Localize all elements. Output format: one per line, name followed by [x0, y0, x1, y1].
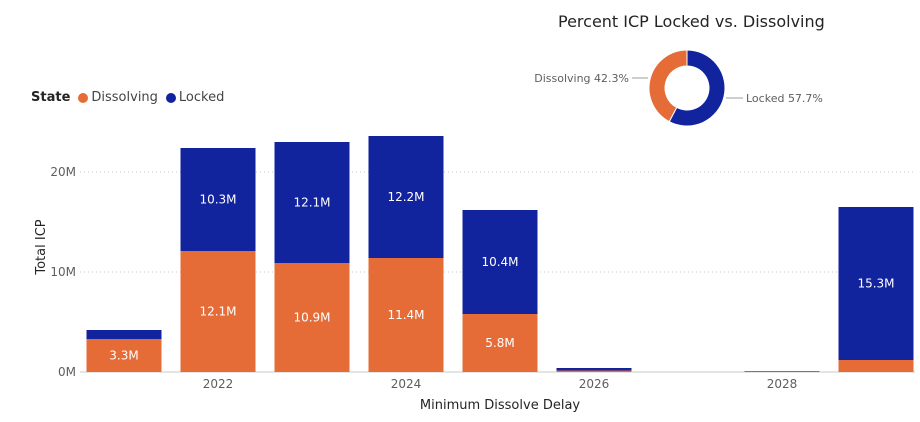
x-tick-label: 2024 — [391, 377, 422, 391]
data-label-locked: 10.4M — [481, 255, 518, 269]
bar-locked — [556, 368, 632, 371]
bar-locked — [180, 148, 256, 251]
bar-dissolving — [274, 263, 350, 372]
data-label-dissolving: 11.4M — [387, 308, 424, 322]
donut-label-locked: Locked 57.7% — [746, 92, 823, 105]
bar-dissolving — [86, 339, 162, 372]
data-label-locked: 10.3M — [199, 193, 236, 207]
donut-title: Percent ICP Locked vs. Dissolving — [558, 12, 825, 31]
bar-locked — [838, 207, 914, 360]
bar-locked — [368, 136, 444, 258]
x-tick-label: 2022 — [203, 377, 234, 391]
x-axis-title: Minimum Dissolve Delay — [420, 398, 581, 413]
bar-dissolving — [368, 258, 444, 372]
bar-locked — [744, 371, 820, 372]
data-label-locked: 15.3M — [857, 277, 894, 291]
legend-dot-locked — [165, 92, 176, 103]
x-tick-label: 2028 — [767, 377, 798, 391]
data-label-dissolving: 5.8M — [485, 336, 514, 350]
donut-slice-locked — [668, 49, 726, 127]
donut-label-dissolving: Dissolving 42.3% — [534, 72, 629, 85]
legend-label-locked: Locked — [178, 90, 225, 105]
y-tick-label: 20M — [50, 165, 76, 179]
donut-slice-dissolving — [648, 49, 688, 123]
bar-locked — [274, 142, 350, 263]
y-tick-label: 10M — [50, 265, 76, 279]
bar-locked — [462, 210, 538, 314]
bar-dissolving — [556, 370, 632, 372]
legend-item-locked[interactable]: Locked — [165, 90, 225, 105]
bar-dissolving — [838, 360, 914, 372]
bar-locked — [86, 330, 162, 339]
data-label-dissolving: 3.3M — [109, 349, 138, 363]
legend-item-dissolving[interactable]: Dissolving — [78, 90, 158, 105]
legend-label-dissolving: Dissolving — [91, 90, 158, 105]
data-label-dissolving: 10.9M — [293, 311, 330, 325]
legend-title: State — [31, 90, 71, 105]
y-axis-title: Total ICP — [34, 219, 49, 275]
bar-dissolving — [180, 251, 256, 372]
data-label-dissolving: 12.1M — [199, 305, 236, 319]
data-label-locked: 12.1M — [293, 196, 330, 210]
data-label-locked: 12.2M — [387, 190, 424, 204]
legend-dot-dissolving — [78, 92, 89, 103]
y-tick-label: 0M — [58, 365, 76, 379]
legend: State Dissolving Locked — [31, 90, 228, 105]
x-tick-label: 2026 — [579, 377, 610, 391]
bar-dissolving — [462, 314, 538, 372]
